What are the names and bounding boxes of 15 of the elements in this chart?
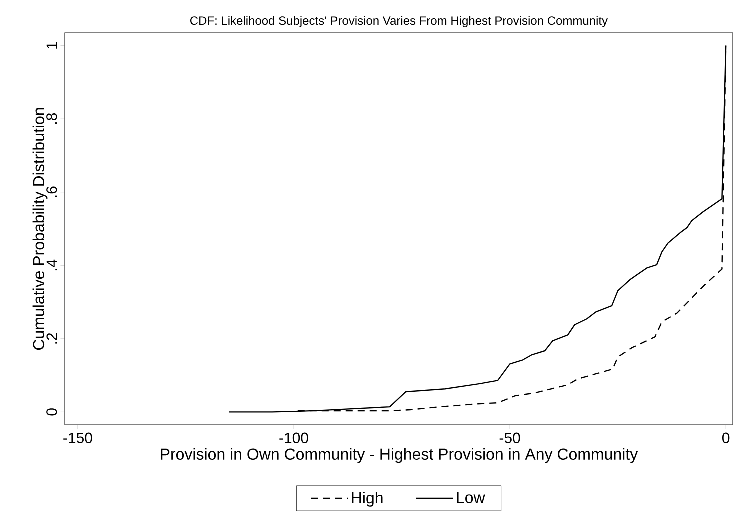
x-axis-title: Provision in Own Community - Highest Provision in Any Community — [161, 448, 638, 464]
legend-label: High — [352, 492, 383, 507]
x-tick-label: -50 — [500, 432, 520, 444]
y-tick-label: 1 — [46, 42, 58, 49]
x-tick-label: 0 — [722, 432, 730, 444]
chart-title: CDF: Likelihood Subjects' Provision Varies From Highest Provision Community — [190, 16, 608, 28]
y-tick-label: .4 — [46, 260, 58, 271]
x-tick-label: -150 — [64, 432, 92, 444]
x-tick-label: -100 — [280, 432, 308, 444]
legend-label: Low — [457, 492, 486, 504]
y-tick-label: .6 — [46, 186, 58, 198]
y-tick-label: .8 — [46, 113, 58, 124]
y-tick-label: 0 — [46, 408, 58, 416]
y-tick-label: .2 — [46, 333, 58, 344]
y-axis-title: Cumulative Probability Distribution — [32, 108, 48, 350]
